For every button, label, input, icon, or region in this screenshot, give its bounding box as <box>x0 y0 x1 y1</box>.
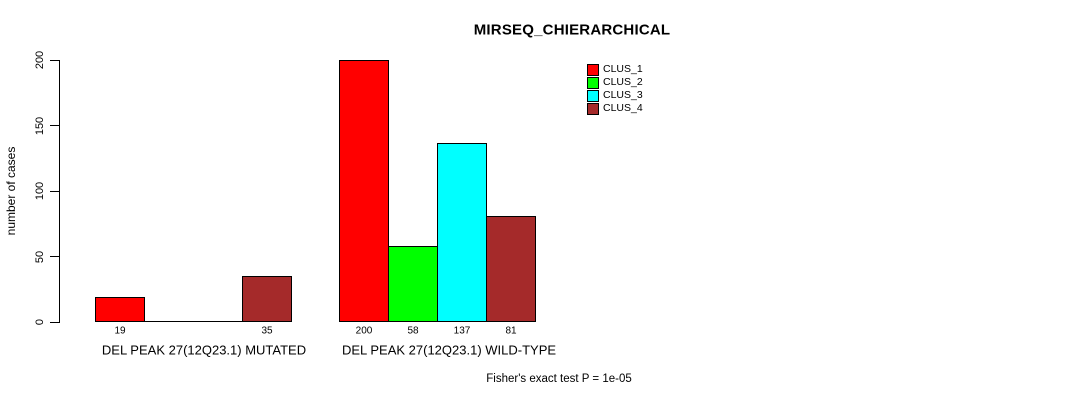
y-tick <box>50 256 59 257</box>
legend-item-clus_2: CLUS_2 <box>587 76 643 89</box>
y-tick-label: 0 <box>34 318 46 326</box>
bar-value-label: 35 <box>261 325 273 337</box>
legend-item-clus_1: CLUS_1 <box>587 63 643 76</box>
y-tick <box>50 59 59 61</box>
bar-value-label: 200 <box>355 325 373 337</box>
y-axis <box>59 60 60 323</box>
legend-swatch-icon <box>587 102 599 115</box>
y-tick <box>50 190 59 192</box>
bar-clus_4-group1 <box>242 276 292 322</box>
bar-value-label: 81 <box>505 325 517 337</box>
legend-item-clus_3: CLUS_3 <box>587 89 643 102</box>
x-group-label-wildtype: DEL PEAK 27(12Q23.1) WILD-TYPE <box>341 342 557 358</box>
legend-label: CLUS_3 <box>603 89 643 101</box>
bar-clus_4-group2 <box>486 215 536 322</box>
legend: CLUS_1 CLUS_2 CLUS_3 CLUS_4 <box>587 63 643 115</box>
zero-height-bar-clus_2-group1 <box>144 321 194 322</box>
y-tick-label: 100 <box>34 181 46 201</box>
y-tick <box>50 321 59 323</box>
legend-swatch-icon <box>587 89 599 102</box>
bar-clus_2-group2 <box>388 246 438 322</box>
legend-swatch-icon <box>587 76 599 89</box>
zero-height-bar-clus_3-group1 <box>193 321 243 322</box>
y-tick-label: 150 <box>34 116 46 135</box>
bar-value-label: 137 <box>453 325 471 337</box>
legend-item-clus_4: CLUS_4 <box>587 102 643 115</box>
y-tick <box>50 125 59 126</box>
legend-label: CLUS_1 <box>603 63 643 75</box>
x-group-label-mutated: DEL PEAK 27(12Q23.1) MUTATED <box>101 342 307 358</box>
y-axis-label: number of cases <box>4 146 18 236</box>
legend-label: CLUS_2 <box>603 76 643 88</box>
bar-clus_1-group1 <box>95 297 145 322</box>
bar-value-label: 58 <box>407 325 419 337</box>
legend-label: CLUS_4 <box>603 102 643 114</box>
y-tick-label: 200 <box>34 50 46 70</box>
fisher-test-annotation: Fisher's exact test P = 1e-05 <box>486 373 632 385</box>
chart-title: MIRSEQ_CHIERARCHICAL <box>473 21 671 39</box>
y-tick-label: 50 <box>34 250 46 263</box>
bar-clus_1-group2 <box>339 60 389 322</box>
legend-swatch-icon <box>587 63 599 76</box>
bar-value-label: 19 <box>114 325 126 337</box>
bar-clus_3-group2 <box>437 142 487 322</box>
